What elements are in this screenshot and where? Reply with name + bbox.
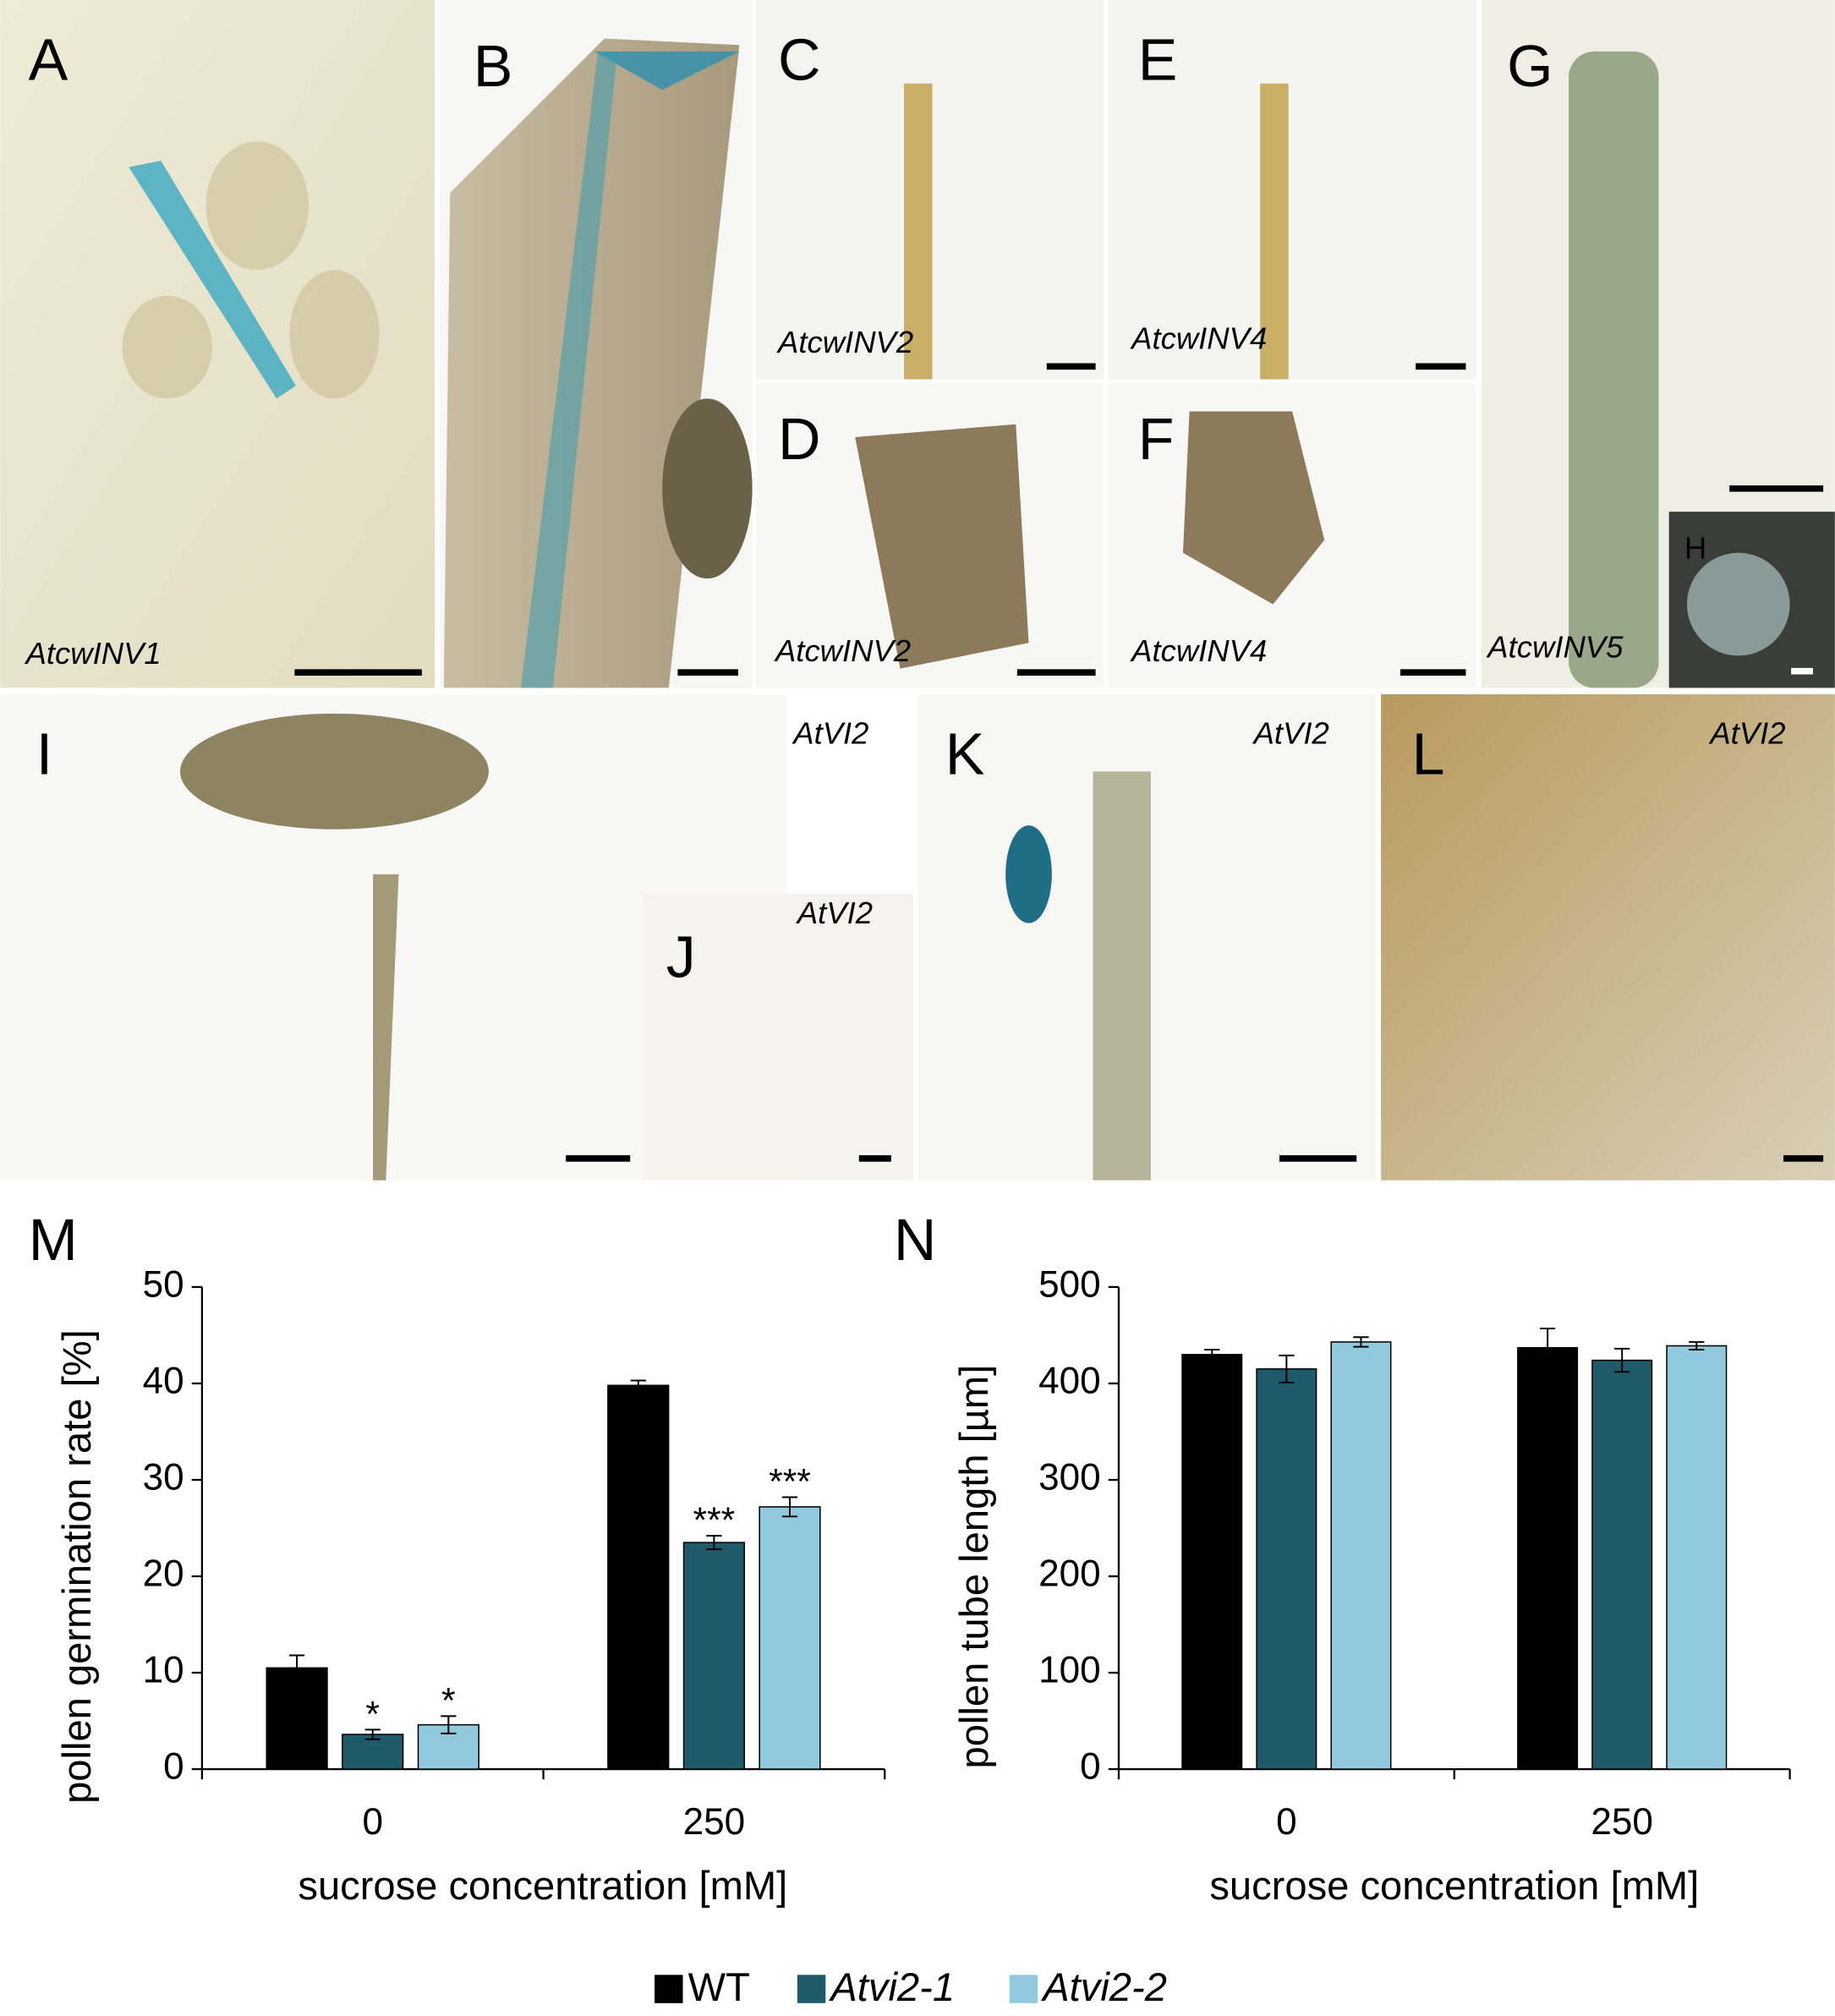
significance-label: ***: [693, 1500, 736, 1541]
significance-label: *: [441, 1680, 456, 1721]
gene-label: AtcwINV5: [1486, 629, 1624, 664]
scale-bars: [294, 363, 1824, 1162]
x-tick-label: 0: [1276, 1801, 1297, 1843]
panel-label: B: [474, 33, 513, 99]
panel-label: D: [778, 406, 821, 472]
y-axis-title: pollen germination rate [%]: [54, 1329, 99, 1804]
bar: [1591, 1359, 1653, 1770]
panel-label: L: [1412, 721, 1445, 787]
gene-label: AtVI2: [1252, 715, 1329, 750]
panel-label: H: [1684, 530, 1706, 565]
panel-label: M: [29, 1207, 78, 1273]
y-tick-label: 0: [1080, 1746, 1101, 1788]
y-tick-label: 500: [1038, 1264, 1101, 1306]
legend-label: WT: [688, 1964, 750, 2009]
bar: [1666, 1345, 1728, 1770]
y-tick-label: 20: [143, 1553, 184, 1595]
bar: [1517, 1347, 1579, 1770]
y-tick-label: 30: [143, 1457, 184, 1498]
bar: [682, 1542, 746, 1770]
bar: [759, 1506, 821, 1770]
panel-label: A: [29, 26, 68, 92]
x-tick-label: 250: [683, 1801, 746, 1843]
legend: WT Atvi2-1 Atvi2-2: [655, 1964, 1167, 2009]
significance-label: ***: [769, 1462, 811, 1503]
y-tick-label: 10: [143, 1650, 184, 1691]
y-tick-label: 50: [143, 1264, 184, 1306]
legend-swatch: [797, 1975, 826, 2003]
legend-swatch: [655, 1975, 683, 2003]
legend-swatch: [1009, 1975, 1038, 2003]
y-tick-label: 0: [163, 1746, 184, 1788]
gene-label: AtcwINV1: [25, 636, 162, 671]
x-axis-title: sucrose concentration [mM]: [298, 1863, 787, 1908]
panel-label: I: [36, 721, 52, 787]
bar: [266, 1667, 328, 1770]
gene-label: AtVI2: [792, 715, 868, 750]
panel-label: J: [666, 924, 696, 990]
panel-label: F: [1138, 406, 1175, 472]
gene-label: AtcwINV4: [1130, 633, 1267, 668]
x-axis-title: sucrose concentration [mM]: [1209, 1863, 1699, 1908]
gene-label: AtcwINV2: [774, 633, 911, 668]
y-tick-label: 200: [1038, 1553, 1101, 1595]
photo-backgrounds: [0, 0, 1835, 1181]
bar: [1181, 1353, 1243, 1770]
panel-label: C: [778, 26, 821, 92]
panel-label: E: [1138, 26, 1178, 92]
bar: [1330, 1341, 1392, 1770]
y-tick-label: 300: [1038, 1457, 1101, 1498]
panel-label: G: [1507, 33, 1553, 99]
y-tick-label: 100: [1038, 1650, 1101, 1691]
x-tick-label: 250: [1591, 1801, 1653, 1843]
y-tick-label: 40: [143, 1361, 184, 1402]
panel-label: N: [894, 1207, 937, 1273]
gene-label: AtVI2: [796, 896, 873, 930]
bar: [342, 1734, 404, 1770]
panel-label: K: [945, 721, 985, 787]
bar: [1256, 1368, 1317, 1770]
gene-label: AtVI2: [1708, 715, 1785, 750]
y-axis-title: pollen tube length [µm]: [951, 1365, 996, 1769]
y-tick-label: 400: [1038, 1361, 1101, 1402]
legend-label: Atvi2-1: [828, 1964, 955, 2009]
legend-label: Atvi2-2: [1040, 1964, 1167, 2009]
gene-label: AtcwINV2: [776, 325, 913, 359]
gene-label: AtcwINV4: [1130, 321, 1267, 356]
x-tick-label: 0: [362, 1801, 383, 1843]
significance-label: *: [365, 1694, 380, 1734]
bar: [607, 1384, 670, 1770]
